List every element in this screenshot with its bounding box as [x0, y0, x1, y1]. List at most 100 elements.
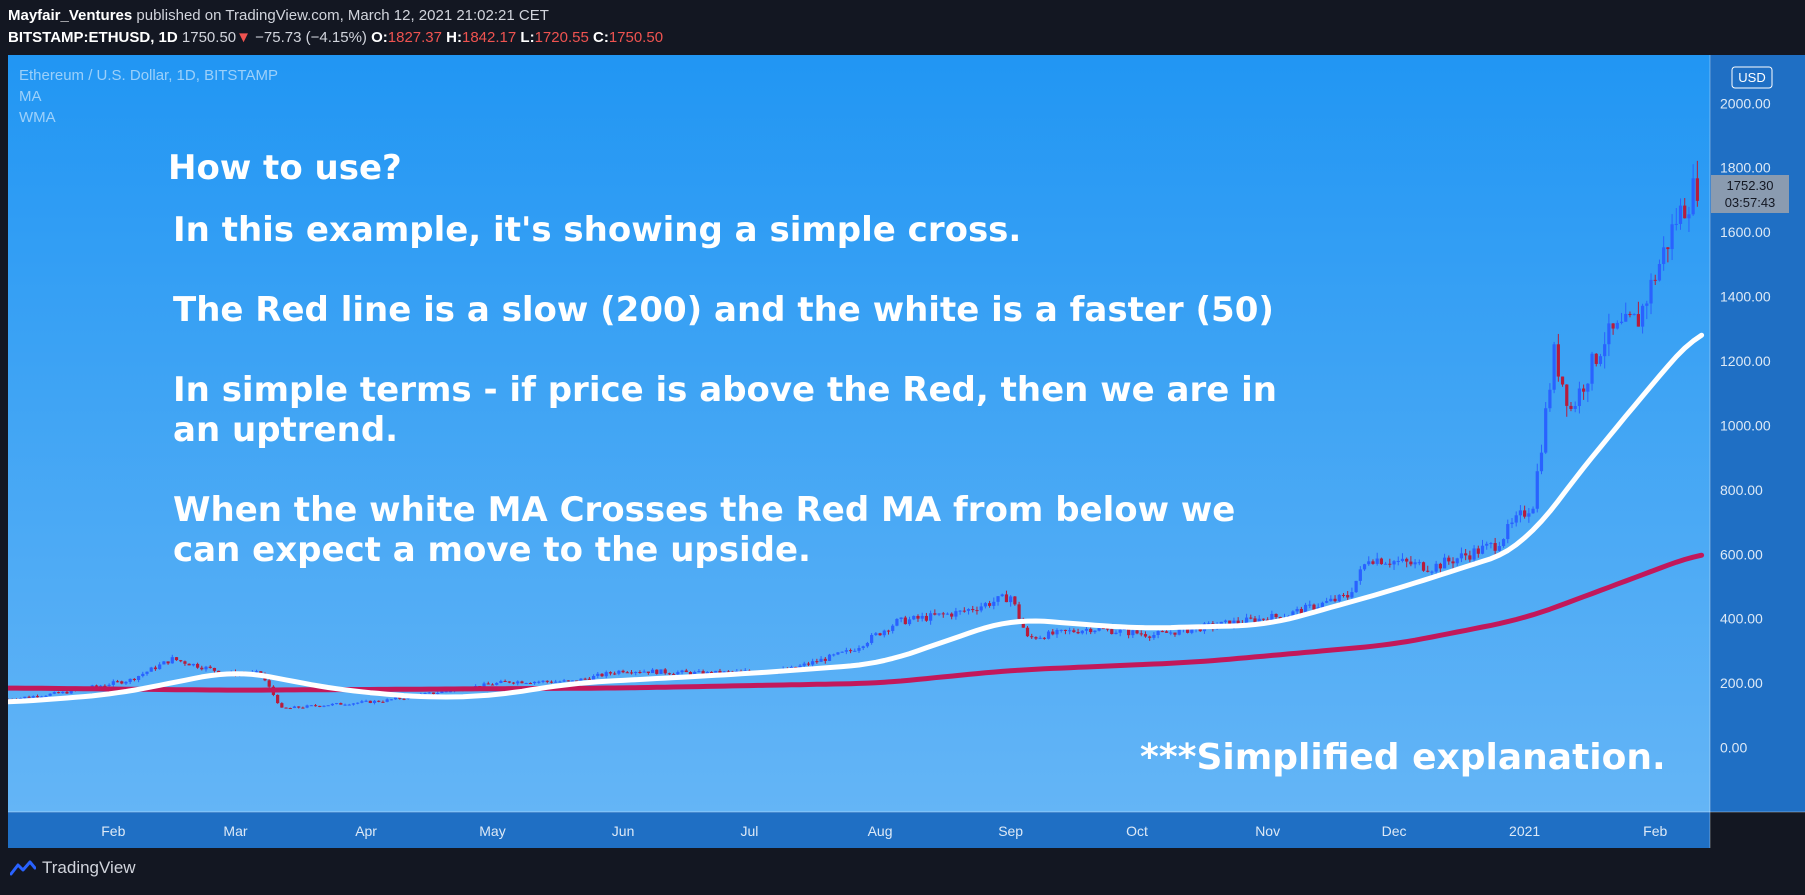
candle-body — [1038, 637, 1042, 639]
close-value: 1750.50 — [608, 29, 664, 46]
candle-body — [360, 701, 364, 703]
candle-body — [1615, 322, 1619, 329]
current-price-tag: 1752.30 03:57:43 — [1711, 175, 1789, 213]
annotation-footnote: ***Simplified explanation. — [1140, 737, 1666, 778]
candle-body — [1400, 558, 1405, 561]
time-tick-label: Jun — [612, 823, 635, 839]
legend-ma[interactable]: MA — [19, 88, 42, 105]
candle-body — [975, 610, 979, 612]
candle-body — [1485, 543, 1489, 546]
candle-body — [1131, 630, 1135, 636]
fast-ma-line — [8, 332, 1705, 705]
candle-body — [393, 697, 398, 700]
candle-body — [1063, 629, 1068, 631]
candle-body — [1375, 558, 1379, 564]
candle-body — [1426, 570, 1430, 572]
candle-body — [1186, 626, 1190, 633]
candle-body — [558, 681, 562, 683]
candle-body — [924, 615, 929, 621]
candle-body — [368, 700, 372, 703]
candle-body — [895, 618, 899, 626]
candle-body — [1523, 510, 1527, 517]
candle-body — [1548, 389, 1552, 409]
candle-body — [1628, 313, 1632, 316]
candle-body — [212, 667, 217, 671]
candle-body — [1678, 205, 1683, 224]
candle-body — [1636, 314, 1640, 327]
currency-button[interactable]: USD — [1738, 70, 1765, 85]
candle-body — [827, 654, 832, 661]
candle-body — [1556, 344, 1560, 377]
candle-body — [1118, 629, 1122, 633]
candle-body — [1489, 543, 1493, 545]
candle-body — [971, 609, 975, 611]
candle-body — [444, 691, 448, 693]
price-tick-label: 0.00 — [1720, 740, 1747, 756]
candle-body — [545, 680, 549, 682]
candle-body — [672, 673, 676, 675]
candle-body — [937, 613, 941, 615]
candle-body — [1122, 629, 1127, 631]
candle-body — [1084, 628, 1089, 631]
candle-body — [1135, 630, 1139, 634]
candle-body — [562, 680, 566, 682]
candle-body — [187, 663, 191, 666]
candle-body — [208, 666, 212, 668]
candle-body — [608, 672, 613, 674]
candle-body — [1371, 561, 1375, 564]
publish-info: Mayfair_Ventures published on TradingVie… — [8, 7, 549, 24]
chart-area[interactable]: 0.00 200.00 400.00 600.00 800.00 1000.00 1200.… — [8, 55, 1805, 848]
candle-body — [351, 703, 356, 705]
candle-body — [1590, 353, 1594, 384]
candle-body — [65, 691, 69, 694]
candle-body — [735, 671, 739, 673]
candle-body — [1358, 569, 1362, 581]
candle-body — [1539, 452, 1544, 472]
candle-body — [1430, 571, 1434, 573]
chart-header: Mayfair_Ventures published on TradingVie… — [0, 0, 1805, 55]
candle-body — [115, 681, 120, 683]
candle-body — [1000, 594, 1004, 597]
candle-body — [322, 705, 326, 707]
candle-body — [832, 654, 836, 656]
price-tick-label: 200.00 — [1720, 675, 1763, 691]
candle-body — [1320, 602, 1325, 608]
tradingview-logo[interactable]: TradingView — [10, 858, 136, 878]
candle-body — [1004, 594, 1009, 603]
candle-body — [583, 678, 587, 680]
candle-body — [1046, 631, 1051, 639]
candle-body — [848, 650, 853, 652]
candle-body — [103, 685, 107, 687]
author-name[interactable]: Mayfair_Ventures — [8, 7, 133, 24]
legend-title[interactable]: Ethereum / U.S. Dollar, 1D, BITSTAMP — [19, 67, 278, 84]
candle-body — [1447, 557, 1451, 562]
candle-body — [31, 696, 35, 698]
candle-body — [1291, 611, 1295, 616]
candle-body — [541, 680, 545, 682]
candle-body — [356, 702, 360, 704]
candle-body — [933, 613, 937, 615]
candle-body — [1055, 630, 1059, 635]
candle-body — [436, 693, 440, 695]
legend-wma[interactable]: WMA — [19, 109, 56, 126]
candle-body — [1379, 558, 1383, 565]
candle-body — [1657, 264, 1662, 281]
candle-body — [1544, 408, 1548, 453]
candle-body — [1101, 628, 1105, 630]
candle-body — [1228, 620, 1232, 627]
candle-body — [1160, 631, 1164, 633]
candle-body — [659, 669, 663, 674]
time-tick-label: Jul — [741, 823, 759, 839]
candle-body — [1409, 561, 1413, 565]
price-tick-label: 2000.00 — [1720, 95, 1771, 111]
price-chart[interactable]: 0.00 200.00 400.00 600.00 800.00 1000.00 1200.… — [8, 55, 1805, 848]
candle-body — [1236, 620, 1240, 624]
candle-body — [145, 671, 149, 674]
candle-body — [916, 615, 920, 619]
candle-body — [680, 670, 684, 673]
candle-body — [1413, 562, 1417, 565]
currency-button-frame[interactable] — [1731, 66, 1773, 89]
candle-body — [1586, 383, 1590, 392]
candle-body — [1577, 388, 1582, 407]
price-tick-label: 1400.00 — [1720, 289, 1771, 305]
